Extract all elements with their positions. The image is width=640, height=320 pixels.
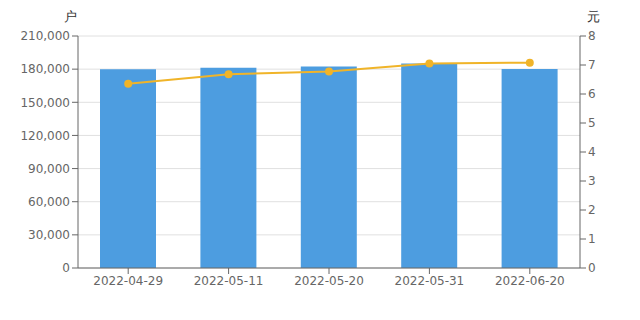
svg-text:0: 0: [62, 261, 70, 275]
svg-text:150,000: 150,000: [20, 96, 70, 110]
svg-text:2022-04-29: 2022-04-29: [93, 274, 163, 288]
svg-text:7: 7: [588, 58, 596, 72]
svg-text:60,000: 60,000: [28, 195, 70, 209]
svg-text:5: 5: [588, 116, 596, 130]
svg-text:180,000: 180,000: [20, 62, 70, 76]
svg-text:4: 4: [588, 145, 596, 159]
html-text:户: 户: [64, 9, 77, 24]
html-text:元: 元: [587, 9, 600, 24]
svg-text:6: 6: [588, 87, 596, 101]
svg-text:1: 1: [588, 232, 596, 246]
svg-text:3: 3: [588, 174, 596, 188]
svg-text:2022-05-31: 2022-05-31: [395, 274, 465, 288]
svg-text:90,000: 90,000: [28, 162, 70, 176]
svg-text:8: 8: [588, 29, 596, 43]
svg-text:120,000: 120,000: [20, 129, 70, 143]
svg-text:2: 2: [588, 203, 596, 217]
svg-text:2022-06-20: 2022-06-20: [495, 274, 565, 288]
svg-text:2022-05-11: 2022-05-11: [194, 274, 264, 288]
svg-text:0: 0: [588, 261, 596, 275]
svg-text:2022-05-20: 2022-05-20: [294, 274, 364, 288]
svg-text:210,000: 210,000: [20, 29, 70, 43]
svg-text:30,000: 30,000: [28, 228, 70, 242]
